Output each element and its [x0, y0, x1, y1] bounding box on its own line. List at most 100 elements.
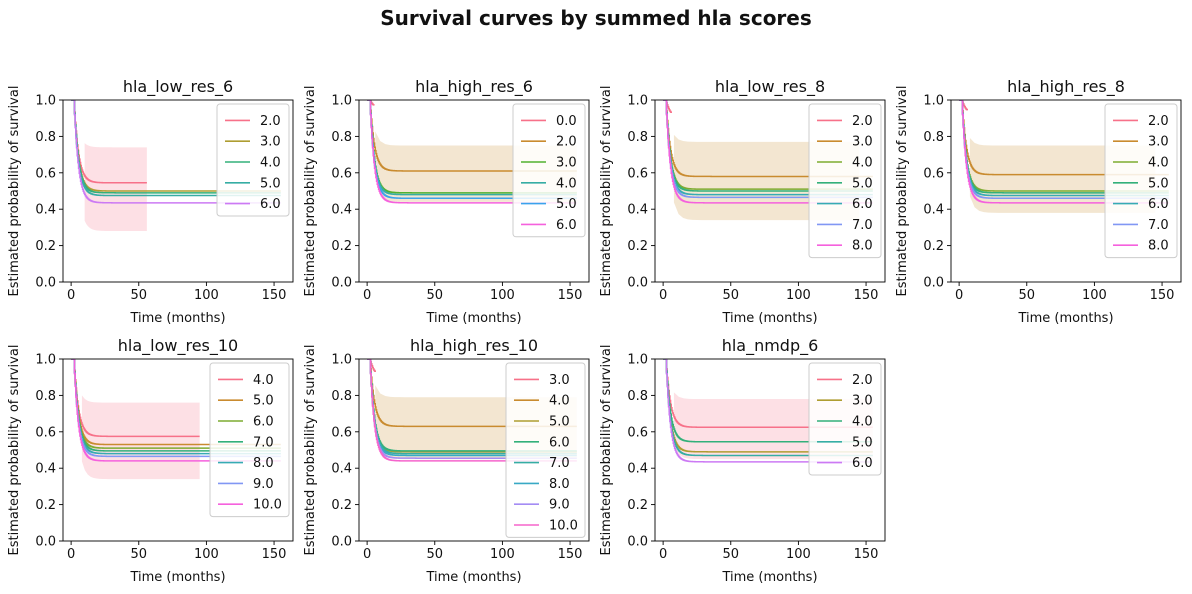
- y-tick-label: 0.4: [923, 203, 944, 218]
- subplot-title: hla_high_res_8: [1007, 77, 1125, 97]
- legend-label-7.0: 7.0: [549, 456, 570, 471]
- subplot-hla_high_res_8: 0 50 100 150 0.0 0.2 0.4 0.6 0.8 1.0 hla_high_res_…: [895, 77, 1182, 326]
- legend-label-6.0: 6.0: [852, 456, 873, 471]
- legend: 0.0 2.0 3.0 4.0 5.0 6.0: [512, 103, 586, 238]
- y-tick-label: 0.0: [923, 276, 944, 291]
- y-tick-label: 0.6: [35, 425, 56, 440]
- x-tick-label: 150: [854, 288, 879, 303]
- x-axis-label: Time (months): [129, 311, 225, 326]
- y-axis-label: Estimated probability of survival: [599, 345, 614, 556]
- legend-label-3.0: 3.0: [549, 373, 570, 388]
- y-tick-label: 1.0: [331, 353, 352, 368]
- legend: 3.0 4.0 5.0 6.0 7.0 8.0 9.0 10.0: [505, 362, 586, 538]
- y-tick-label: 0.0: [331, 276, 352, 291]
- y-tick-label: 0.4: [35, 462, 56, 477]
- x-axis-label: Time (months): [1017, 311, 1113, 326]
- legend-label-6.0: 6.0: [253, 415, 274, 430]
- y-tick-label: 0.2: [331, 498, 352, 513]
- x-tick-label: 100: [490, 288, 515, 303]
- subplot-title: hla_high_res_10: [410, 336, 538, 356]
- series-line-2.0: [663, 100, 672, 113]
- series-line-4.0: [71, 359, 200, 438]
- y-tick-label: 0.6: [331, 166, 352, 181]
- legend-box: [209, 362, 290, 518]
- legend-label-6.0: 6.0: [1148, 197, 1169, 212]
- legend-label-4.0: 4.0: [253, 373, 274, 388]
- legend: 2.0 3.0 4.0 5.0 6.0: [216, 103, 290, 217]
- legend-label-9.0: 9.0: [549, 498, 570, 513]
- legend-label-2.0: 2.0: [852, 373, 873, 388]
- x-tick-label: 100: [490, 547, 515, 562]
- legend-label-6.0: 6.0: [260, 197, 281, 212]
- legend-label-2.0: 2.0: [852, 114, 873, 129]
- legend-label-2.0: 2.0: [556, 135, 577, 150]
- y-tick-label: 0.6: [923, 166, 944, 181]
- legend-label-8.0: 8.0: [1148, 239, 1169, 254]
- y-tick-label: 0.6: [331, 425, 352, 440]
- x-tick-label: 50: [722, 288, 739, 303]
- legend-label-4.0: 4.0: [260, 156, 281, 171]
- y-tick-label: 0.8: [331, 389, 352, 404]
- x-tick-label: 0: [659, 547, 667, 562]
- legend-label-5.0: 5.0: [852, 176, 873, 191]
- y-tick-label: 0.0: [627, 276, 648, 291]
- legend-label-4.0: 4.0: [549, 394, 570, 409]
- x-tick-label: 0: [67, 547, 75, 562]
- legend-label-4.0: 4.0: [556, 176, 577, 191]
- legend-label-3.0: 3.0: [852, 394, 873, 409]
- legend-label-7.0: 7.0: [852, 218, 873, 233]
- series-line-3.0: [367, 359, 376, 372]
- axes-frame: [62, 358, 294, 542]
- y-tick-label: 0.2: [627, 498, 648, 513]
- legend-label-9.0: 9.0: [253, 477, 274, 492]
- x-tick-label: 150: [1150, 288, 1175, 303]
- y-axis-label: Estimated probability of survival: [7, 345, 22, 556]
- y-tick-label: 0.2: [331, 239, 352, 254]
- x-axis-label: Time (months): [129, 570, 225, 585]
- axes-frame: [654, 99, 886, 283]
- x-tick-label: 50: [1018, 288, 1035, 303]
- ci-band-4.0: [81, 395, 200, 480]
- ci-band-2.0: [84, 143, 147, 232]
- x-tick-label: 100: [786, 288, 811, 303]
- legend-label-4.0: 4.0: [852, 156, 873, 171]
- y-tick-label: 0.2: [923, 239, 944, 254]
- legend-label-8.0: 8.0: [253, 456, 274, 471]
- subplot-hla_high_res_10: 0 50 100 150 0.0 0.2 0.4 0.6 0.8 1.0 hla_high_res_…: [303, 336, 590, 585]
- legend-label-6.0: 6.0: [549, 435, 570, 450]
- legend-label-6.0: 6.0: [852, 197, 873, 212]
- y-tick-label: 0.8: [331, 130, 352, 145]
- y-tick-label: 1.0: [35, 353, 56, 368]
- x-tick-label: 150: [558, 547, 583, 562]
- legend-box: [216, 103, 290, 217]
- series-line-2.0: [959, 100, 968, 111]
- legend-label-3.0: 3.0: [852, 135, 873, 150]
- legend-label-10.0: 10.0: [549, 519, 578, 534]
- y-tick-label: 0.4: [627, 203, 648, 218]
- series-line-2.0: [71, 100, 147, 184]
- legend: 2.0 3.0 4.0 5.0 6.0: [808, 362, 882, 476]
- y-tick-label: 0.0: [331, 535, 352, 550]
- legend: 2.0 3.0 4.0 5.0 6.0 7.0 8.0: [1104, 103, 1178, 259]
- x-tick-label: 0: [955, 288, 963, 303]
- legend-label-8.0: 8.0: [852, 239, 873, 254]
- legend-label-5.0: 5.0: [1148, 176, 1169, 191]
- figure-title: Survival curves by summed hla scores: [380, 6, 812, 30]
- legend-label-8.0: 8.0: [549, 477, 570, 492]
- legend-box: [1104, 103, 1178, 259]
- legend-label-7.0: 7.0: [253, 435, 274, 450]
- legend-label-10.0: 10.0: [253, 498, 282, 513]
- y-tick-label: 0.0: [627, 535, 648, 550]
- subplot-hla_high_res_6: 0 50 100 150 0.0 0.2 0.4 0.6 0.8 1.0 hla_high_res_…: [303, 77, 590, 326]
- y-tick-label: 0.8: [35, 389, 56, 404]
- axes-frame: [950, 99, 1182, 283]
- legend-label-0.0: 0.0: [556, 114, 577, 129]
- y-tick-label: 0.4: [331, 462, 352, 477]
- legend: 2.0 3.0 4.0 5.0 6.0 7.0 8.0: [808, 103, 882, 259]
- legend-label-2.0: 2.0: [260, 114, 281, 129]
- legend-box: [505, 362, 586, 538]
- x-tick-label: 150: [854, 547, 879, 562]
- y-axis-label: Estimated probability of survival: [599, 86, 614, 297]
- y-tick-label: 0.2: [35, 239, 56, 254]
